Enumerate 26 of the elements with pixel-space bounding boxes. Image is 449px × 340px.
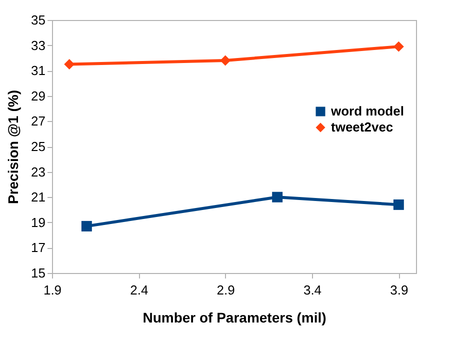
x-axis-title: Number of Parameters (mil) bbox=[142, 310, 326, 326]
y-tick-label: 19 bbox=[31, 214, 46, 230]
point bbox=[81, 220, 92, 232]
y-tick-label: 29 bbox=[31, 88, 46, 104]
point bbox=[220, 55, 231, 66]
y-tick-label: 33 bbox=[31, 38, 46, 53]
point bbox=[64, 59, 75, 70]
y-tick-label: 17 bbox=[31, 240, 46, 256]
point bbox=[393, 199, 404, 210]
y-tick-label: 27 bbox=[31, 114, 46, 129]
point bbox=[272, 192, 283, 202]
legend-label: tweet2vec bbox=[331, 120, 394, 134]
x-tick-label: 2.4 bbox=[130, 282, 148, 298]
y-tick-label: 21 bbox=[31, 190, 46, 205]
y-tick-label: 15 bbox=[31, 266, 46, 280]
x-tick-label: 3.4 bbox=[303, 282, 322, 298]
x-tick-label: 2.9 bbox=[216, 282, 235, 298]
y-tick-label: 31 bbox=[31, 63, 46, 78]
y-axis-title: Precision @1 (%) bbox=[5, 90, 22, 204]
y-tick-label: 23 bbox=[31, 164, 46, 180]
point bbox=[393, 41, 404, 52]
x-tick-label: 3.9 bbox=[390, 282, 408, 298]
y-tick-label: 25 bbox=[31, 139, 46, 154]
legend-label: word model bbox=[330, 104, 404, 118]
y-tick-label: 35 bbox=[31, 12, 46, 28]
x-tick-label: 1.9 bbox=[43, 282, 62, 298]
